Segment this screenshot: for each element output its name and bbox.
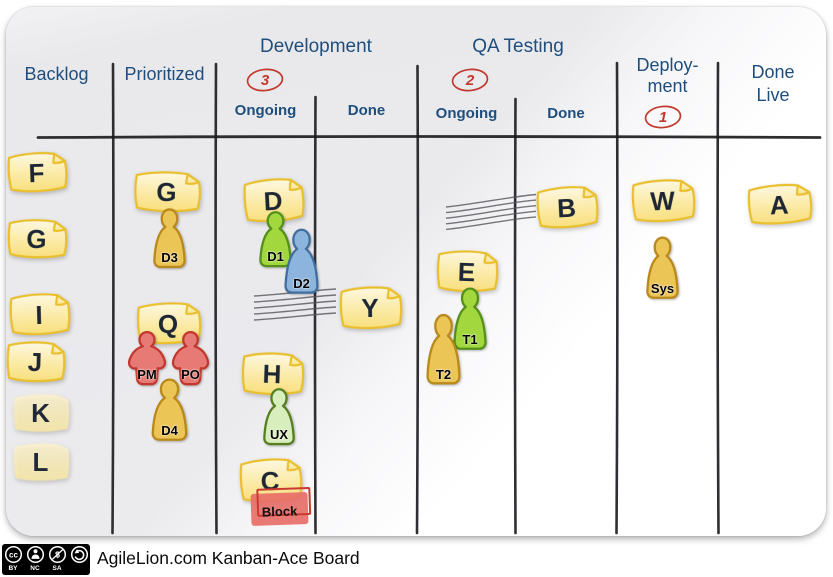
pawn-sys: Sys xyxy=(644,234,681,301)
card-g-backlog: G xyxy=(3,216,69,261)
card-j: J xyxy=(2,338,67,385)
wip-limit-value: 2 xyxy=(465,71,475,89)
card-y: Y xyxy=(336,283,405,331)
cc-icon: cc xyxy=(4,545,22,564)
card-label: W xyxy=(649,185,676,217)
cc-sa-label: SA xyxy=(52,564,62,572)
pawn-pm: PM xyxy=(126,329,168,387)
pawn-t1: T1 xyxy=(451,285,489,352)
card-b: B xyxy=(532,182,601,231)
pawn-ux: UX xyxy=(261,386,297,447)
done-live-header-line1: Done xyxy=(751,62,795,82)
pawn-label: UX xyxy=(269,427,289,442)
pawn-label: T2 xyxy=(435,367,452,382)
card-label: L xyxy=(32,447,49,477)
pawn-d4: D4 xyxy=(149,376,190,443)
card-label: I xyxy=(34,299,44,330)
wip-circle-icon xyxy=(451,68,489,92)
dev-done-header: Done xyxy=(347,102,386,119)
cc-by-label: BY xyxy=(8,564,18,572)
pawn-label: D3 xyxy=(161,250,178,265)
card-i: I xyxy=(5,290,72,338)
sa-arrow-icon xyxy=(70,545,88,564)
card-a: A xyxy=(743,180,815,228)
dev-ongoing-header: Ongoing xyxy=(234,102,297,119)
wip-limit-deployment: 1 xyxy=(643,104,683,130)
card-label: G xyxy=(25,223,47,255)
wip-limit-value: 1 xyxy=(658,108,668,126)
wip-circle-icon xyxy=(246,68,284,92)
done-live-header: Done Live xyxy=(718,61,828,107)
block-tag-label: Block xyxy=(261,502,298,520)
card-label: F xyxy=(28,157,45,188)
card-k: K xyxy=(9,391,72,434)
deployment-header-line2: ment xyxy=(647,76,688,96)
qa-done-header: Done xyxy=(547,105,585,122)
backlog-header: Backlog xyxy=(24,64,89,84)
card-label: A xyxy=(768,189,790,220)
cc-nc-label: NC xyxy=(30,564,40,572)
card-f: F xyxy=(3,149,69,195)
deployment-header: Deploy- ment xyxy=(617,55,718,97)
card-l: L xyxy=(9,440,72,483)
deployment-header-line1: Deploy- xyxy=(636,55,699,75)
by-person-icon xyxy=(26,545,44,564)
qa-ongoing-header: Ongoing xyxy=(435,105,498,122)
card-label: Y xyxy=(361,292,379,324)
pawn-po: PO xyxy=(170,329,211,387)
pawn-label: D1 xyxy=(267,249,284,264)
pawn-label: D4 xyxy=(161,423,178,438)
wip-limit-qa: 2 xyxy=(450,67,490,93)
credit-text: AgileLion.com Kanban-Ace Board xyxy=(97,548,360,568)
card-w: W xyxy=(627,176,698,225)
qa-testing-header: QA Testing xyxy=(472,36,564,57)
pawn-label: D2 xyxy=(293,276,310,291)
wip-circle-icon xyxy=(644,105,682,129)
pawn-label: T1 xyxy=(462,332,478,347)
done-live-header-line2: Live xyxy=(756,85,790,105)
pawn-label: PM xyxy=(137,367,157,382)
nc-dollar-icon: $ xyxy=(48,545,66,564)
wip-limit-development: 3 xyxy=(245,67,285,93)
block-tag: Block xyxy=(250,492,309,526)
card-label: J xyxy=(27,346,43,378)
pawn-label: Sys xyxy=(650,281,675,296)
pawn-d3: D3 xyxy=(151,206,188,270)
card-label: K xyxy=(31,398,50,428)
card-label: B xyxy=(556,192,577,223)
pawn-d2: D2 xyxy=(282,226,321,296)
development-header: Development xyxy=(260,36,372,57)
wip-limit-value: 3 xyxy=(260,71,270,89)
prioritized-header: Prioritized xyxy=(124,64,205,84)
pawn-label: PO xyxy=(181,367,200,382)
pawn-t2: T2 xyxy=(424,311,463,387)
cc-license-badge: cc $ BY NC SA xyxy=(2,544,90,575)
svg-text:cc: cc xyxy=(9,550,18,559)
pawn-d1: D1 xyxy=(257,209,294,269)
